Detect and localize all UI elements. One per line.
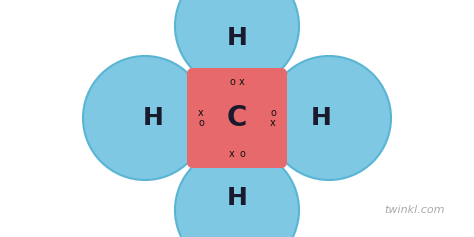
Text: o: o <box>270 108 276 118</box>
Text: x: x <box>198 108 204 118</box>
FancyBboxPatch shape <box>187 68 287 168</box>
Circle shape <box>175 0 299 88</box>
Text: C: C <box>227 104 247 132</box>
Text: x: x <box>229 149 235 159</box>
Text: twinkl.com: twinkl.com <box>385 205 445 215</box>
Text: H: H <box>310 106 331 130</box>
Circle shape <box>175 148 299 237</box>
Text: x: x <box>270 118 276 128</box>
Text: o: o <box>229 77 235 87</box>
Circle shape <box>83 56 207 180</box>
Circle shape <box>267 56 391 180</box>
Text: o: o <box>198 118 204 128</box>
Text: H: H <box>227 26 247 50</box>
Text: x: x <box>239 77 245 87</box>
Text: H: H <box>143 106 164 130</box>
Text: o: o <box>239 149 245 159</box>
Text: H: H <box>227 186 247 210</box>
